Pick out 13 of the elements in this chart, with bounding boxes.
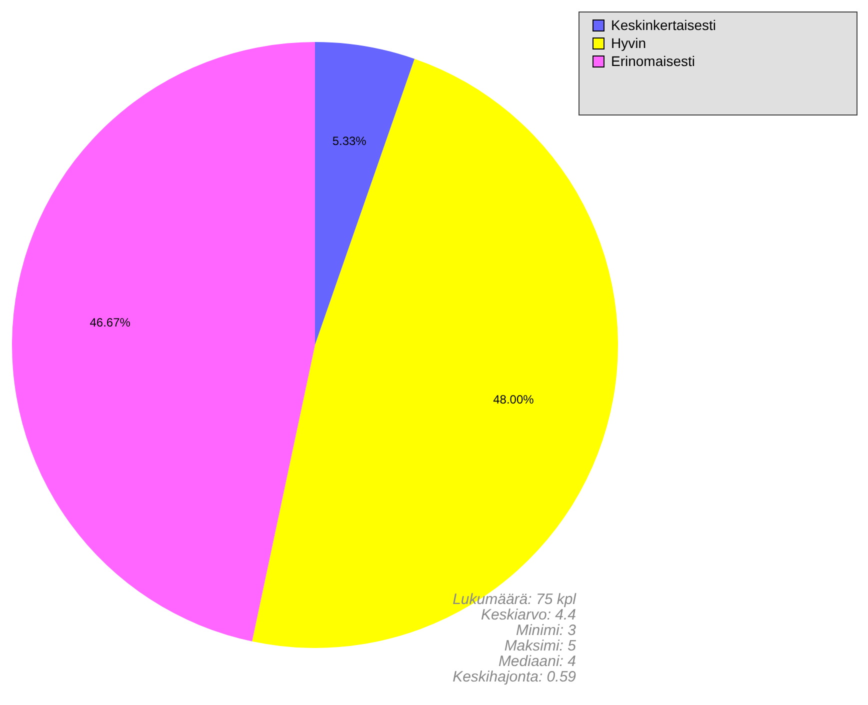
data-label: 46.67% <box>90 316 131 330</box>
data-label: 48.00% <box>493 392 534 407</box>
data-label: 5.33% <box>332 134 367 148</box>
text: Mediaani: 4 <box>498 653 576 670</box>
pie-slice <box>12 42 315 642</box>
text: Minimi: 3 <box>516 622 577 639</box>
text: Keskiarvo: 4.4 <box>480 606 576 624</box>
legend-label: Keskinkertaisesti <box>611 17 716 33</box>
legend-label: Erinomaisesti <box>611 53 696 69</box>
legend-label: Hyvin <box>611 35 646 51</box>
text: Maksimi: 5 <box>504 638 577 654</box>
text: Keskihajonta: 0.59 <box>452 668 577 686</box>
pie-slice <box>315 42 415 345</box>
